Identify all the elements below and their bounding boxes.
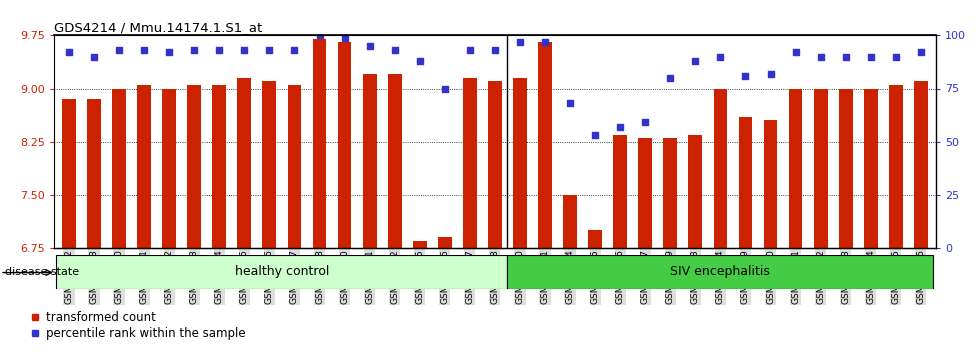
Bar xyxy=(163,88,176,248)
Bar xyxy=(663,138,677,248)
Bar xyxy=(689,135,703,248)
Point xyxy=(61,50,76,55)
Point xyxy=(86,54,102,59)
Bar xyxy=(889,85,903,248)
Bar xyxy=(588,230,602,248)
Point xyxy=(662,75,678,81)
Point xyxy=(537,39,553,45)
Point xyxy=(838,54,854,59)
Bar xyxy=(713,88,727,248)
Text: SIV encephalitis: SIV encephalitis xyxy=(670,265,770,278)
Point xyxy=(762,71,778,76)
Point xyxy=(111,47,126,53)
Bar xyxy=(739,117,753,248)
Point xyxy=(587,132,603,138)
Bar xyxy=(638,138,652,248)
Bar xyxy=(388,74,402,248)
Bar xyxy=(613,135,627,248)
Bar xyxy=(187,85,201,248)
Bar xyxy=(87,99,101,248)
Bar xyxy=(538,42,552,248)
Bar xyxy=(287,85,301,248)
Bar xyxy=(789,88,803,248)
Point xyxy=(863,54,879,59)
Bar xyxy=(763,120,777,248)
Point xyxy=(337,35,353,40)
Bar xyxy=(237,78,251,248)
Bar xyxy=(508,255,933,289)
Bar xyxy=(914,81,928,248)
Text: GDS4214 / Mmu.14174.1.S1_at: GDS4214 / Mmu.14174.1.S1_at xyxy=(54,21,262,34)
Point xyxy=(412,58,427,64)
Bar xyxy=(137,85,151,248)
Point xyxy=(637,120,653,125)
Point xyxy=(186,47,202,53)
Bar xyxy=(488,81,502,248)
Point xyxy=(262,47,277,53)
Point xyxy=(212,47,227,53)
Point xyxy=(788,50,804,55)
Point xyxy=(913,50,929,55)
Point xyxy=(812,54,828,59)
Bar xyxy=(438,237,452,248)
Bar xyxy=(463,78,476,248)
Legend: transformed count, percentile rank within the sample: transformed count, percentile rank withi… xyxy=(25,306,250,345)
Bar xyxy=(514,78,527,248)
Bar xyxy=(564,195,577,248)
Bar xyxy=(863,88,878,248)
Point xyxy=(487,47,503,53)
Point xyxy=(462,47,477,53)
Point xyxy=(513,39,528,45)
Bar xyxy=(813,88,827,248)
Bar xyxy=(57,255,508,289)
Point xyxy=(312,33,327,38)
Point xyxy=(362,43,377,49)
Bar xyxy=(363,74,376,248)
Point xyxy=(286,47,302,53)
Text: healthy control: healthy control xyxy=(235,265,329,278)
Point xyxy=(387,47,403,53)
Point xyxy=(688,58,704,64)
Point xyxy=(712,54,728,59)
Bar xyxy=(263,81,276,248)
Bar xyxy=(112,88,126,248)
Point xyxy=(738,73,754,79)
Point xyxy=(563,101,578,106)
Bar xyxy=(313,39,326,248)
Bar xyxy=(839,88,853,248)
Point xyxy=(437,86,453,91)
Point xyxy=(888,54,904,59)
Point xyxy=(136,47,152,53)
Point xyxy=(236,47,252,53)
Bar xyxy=(413,241,426,248)
Text: disease state: disease state xyxy=(5,267,79,277)
Bar xyxy=(338,42,352,248)
Point xyxy=(162,50,177,55)
Bar xyxy=(62,99,75,248)
Bar xyxy=(213,85,226,248)
Point xyxy=(612,124,628,130)
